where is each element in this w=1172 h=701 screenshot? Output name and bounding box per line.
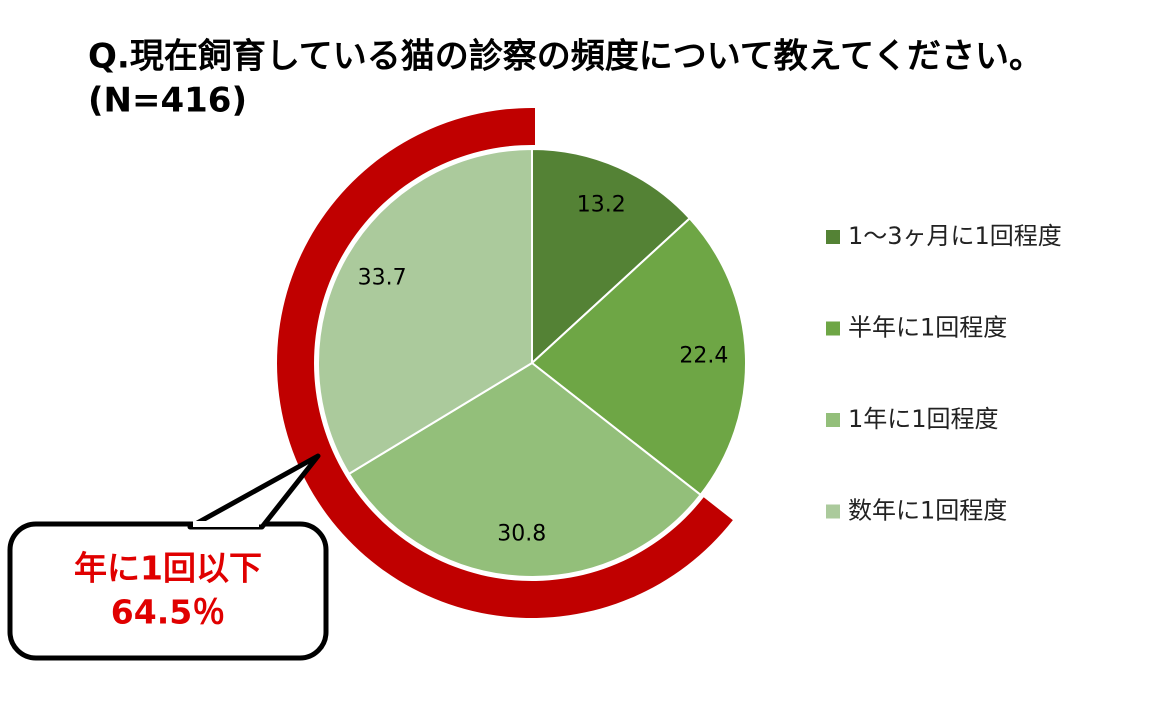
pie-slice: [530, 216, 747, 497]
data-label: 30.8: [497, 522, 546, 547]
legend-label: 数年に1回程度: [848, 497, 1007, 525]
data-label: 22.4: [679, 343, 728, 368]
legend-swatch: [826, 504, 840, 519]
legend-label: 半年に1回程度: [848, 314, 1007, 342]
chart-title: (N=416): [88, 81, 247, 121]
annotation: 年に1回以下: [74, 549, 262, 588]
legend-swatch: [826, 321, 840, 336]
legend-label: 1～3ヶ月に1回程度: [848, 222, 1062, 250]
legend-swatch: [826, 230, 840, 244]
data-label: 13.2: [577, 193, 626, 218]
annotation: 64.5％: [111, 593, 225, 632]
pie-slice: [531, 147, 692, 366]
pie-slice: [347, 361, 702, 578]
pie-slice: [317, 147, 533, 476]
callout-tail: [187, 453, 321, 530]
chart-title: Q.現在飼育している猫の診察の頻度について教えてください。: [88, 37, 1043, 77]
legend-label: 1年に1回程度: [848, 405, 999, 433]
legend-swatch: [826, 413, 840, 427]
callout-box: [7, 521, 329, 661]
data-label: 33.7: [358, 266, 407, 291]
